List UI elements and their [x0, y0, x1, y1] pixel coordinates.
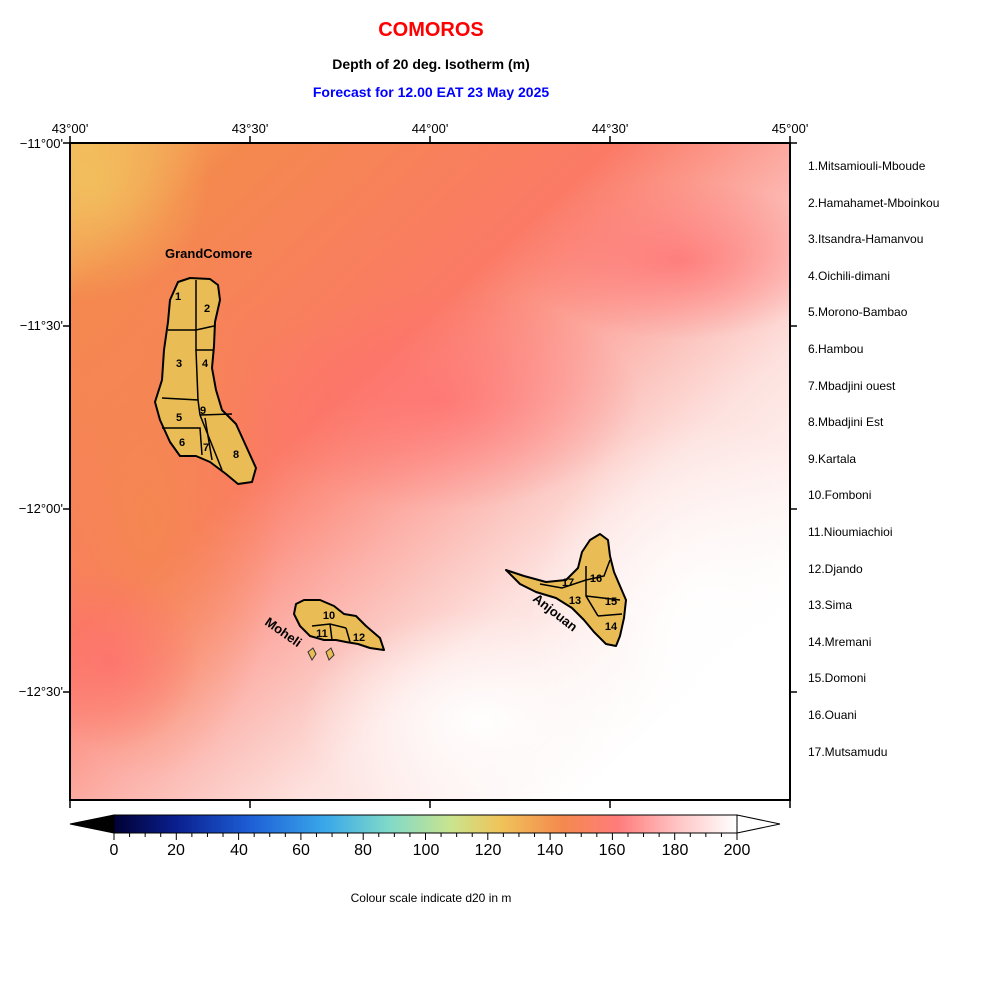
lat-label-11-30: −11°30' — [19, 318, 63, 333]
district-number: 5 — [176, 412, 182, 424]
legend-item: 4.Oichili-dimani — [808, 268, 891, 283]
district-number: 17 — [562, 577, 574, 589]
district-number: 9 — [200, 405, 206, 417]
map-ticks — [63, 136, 797, 808]
colorbar-tick-label: 120 — [474, 842, 502, 859]
district-number: 10 — [323, 610, 335, 622]
label-grande-comore: GrandComore — [165, 246, 252, 261]
legend-item: 14.Mremani — [808, 634, 872, 649]
colorbar-tick-label: 180 — [661, 842, 689, 859]
colorbar-min-arrow — [69, 814, 115, 834]
legend-item: 13.Sima — [808, 598, 853, 613]
district-number: 13 — [569, 595, 581, 607]
grande-comore-district-borders — [161, 280, 233, 471]
colorbar-tick-label: 200 — [723, 842, 751, 859]
d20-field — [70, 143, 790, 800]
map-title: COMOROS — [378, 19, 484, 41]
colorbar-tick-label: 160 — [598, 842, 626, 859]
island-grande-comore — [154, 277, 257, 485]
colorbar-tick-label: 100 — [412, 842, 440, 859]
forecast-time: Forecast for 12.00 EAT 23 May 2025 — [312, 84, 550, 100]
colorbar-tick-label: 80 — [354, 842, 372, 859]
legend-item: 10.Fomboni — [808, 488, 872, 503]
lon-label-44-00: 44°00' — [411, 121, 449, 136]
legend-item: 1.Mitsamiouli-Mboude — [808, 159, 926, 173]
colorbar-tick-label: 60 — [292, 842, 310, 859]
district-number: 12 — [353, 632, 365, 644]
legend-item: 11.Nioumiachioi — [808, 525, 893, 539]
legend-item: 16.Ouani — [808, 708, 857, 722]
colorbar — [69, 814, 781, 840]
lat-label-11-00: −11°00' — [19, 136, 63, 151]
anjouan-district-borders — [539, 559, 623, 617]
lon-label-44-30: 44°30' — [591, 121, 629, 136]
lon-label-43-30: 43°30' — [231, 121, 269, 136]
legend-item: 8.Mbadjini Est — [808, 415, 884, 430]
legend-item: 3.Itsandra-Hamanvou — [808, 232, 924, 247]
district-number: 6 — [179, 437, 185, 449]
lat-label-12-00: −12°00' — [18, 501, 63, 516]
moheli-district-borders — [311, 623, 351, 643]
legend-item: 5.Morono-Bambao — [808, 305, 908, 320]
legend-item: 9.Kartala — [808, 451, 857, 466]
colorbar-caption: Colour scale indicate d20 in m — [350, 891, 512, 905]
colorbar-tick-label: 140 — [536, 842, 564, 859]
lon-label-45-00: 45°00' — [771, 121, 809, 136]
colorbar-tick-label: 0 — [109, 842, 119, 859]
district-number: 4 — [202, 358, 209, 370]
legend-item: 6.Hambou — [808, 342, 864, 356]
district-number: 7 — [203, 442, 209, 454]
district-number: 11 — [316, 628, 328, 640]
island-anjouan — [505, 533, 627, 647]
legend-item: 15.Domoni — [808, 671, 867, 686]
lon-label-43-00: 43°00' — [51, 121, 89, 136]
legend-item: 17.Mutsamudu — [808, 744, 888, 759]
legend-item: 12.Djando — [808, 561, 863, 576]
district-number: 1 — [175, 291, 181, 303]
legend-item: 7.Mbadjini ouest — [808, 378, 896, 393]
colorbar-max-arrow — [736, 814, 781, 834]
district-number: 3 — [176, 358, 182, 370]
lat-label-12-30: −12°30' — [18, 684, 63, 699]
island-moheli — [293, 599, 385, 661]
colorbar-tick-label: 20 — [167, 842, 185, 859]
district-number: 16 — [590, 573, 602, 585]
district-number: 14 — [605, 621, 618, 633]
legend-item: 2.Hamahamet-Mboinkou — [808, 195, 940, 210]
map-subtitle: Depth of 20 deg. Isotherm (m) — [332, 56, 530, 72]
district-number: 15 — [605, 596, 617, 608]
district-number: 2 — [204, 303, 210, 315]
colorbar-tick-label: 40 — [230, 842, 248, 859]
district-number: 8 — [233, 449, 239, 461]
